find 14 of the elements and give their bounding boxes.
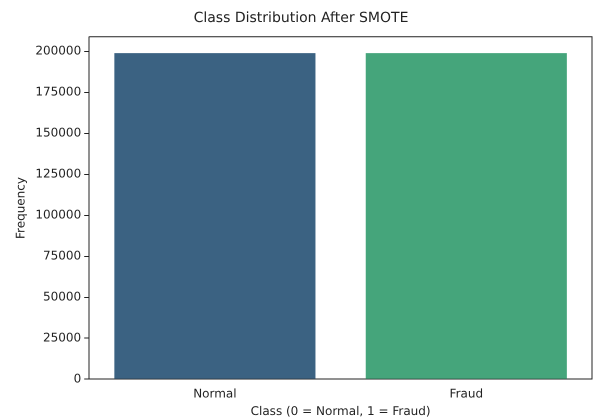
y-tick-label: 50000 (43, 289, 82, 304)
y-tick-label: 100000 (35, 207, 82, 222)
y-tick-label: 175000 (35, 84, 82, 99)
y-tick-label: 200000 (35, 44, 82, 58)
x-tick-label: Fraud (450, 386, 484, 401)
y-tick-label: 75000 (43, 248, 82, 262)
x-tick-label: Normal (193, 386, 237, 401)
y-tick-label: 0 (74, 371, 82, 386)
y-tick-label: 125000 (35, 166, 82, 181)
y-axis-title: Frequency (13, 177, 28, 239)
chart-title: Class Distribution After SMOTE (194, 10, 408, 26)
y-tick-label: 150000 (35, 126, 82, 140)
y-tick-label: 25000 (43, 330, 82, 344)
x-axis-title: Class (0 = Normal, 1 = Fraud) (250, 404, 431, 418)
